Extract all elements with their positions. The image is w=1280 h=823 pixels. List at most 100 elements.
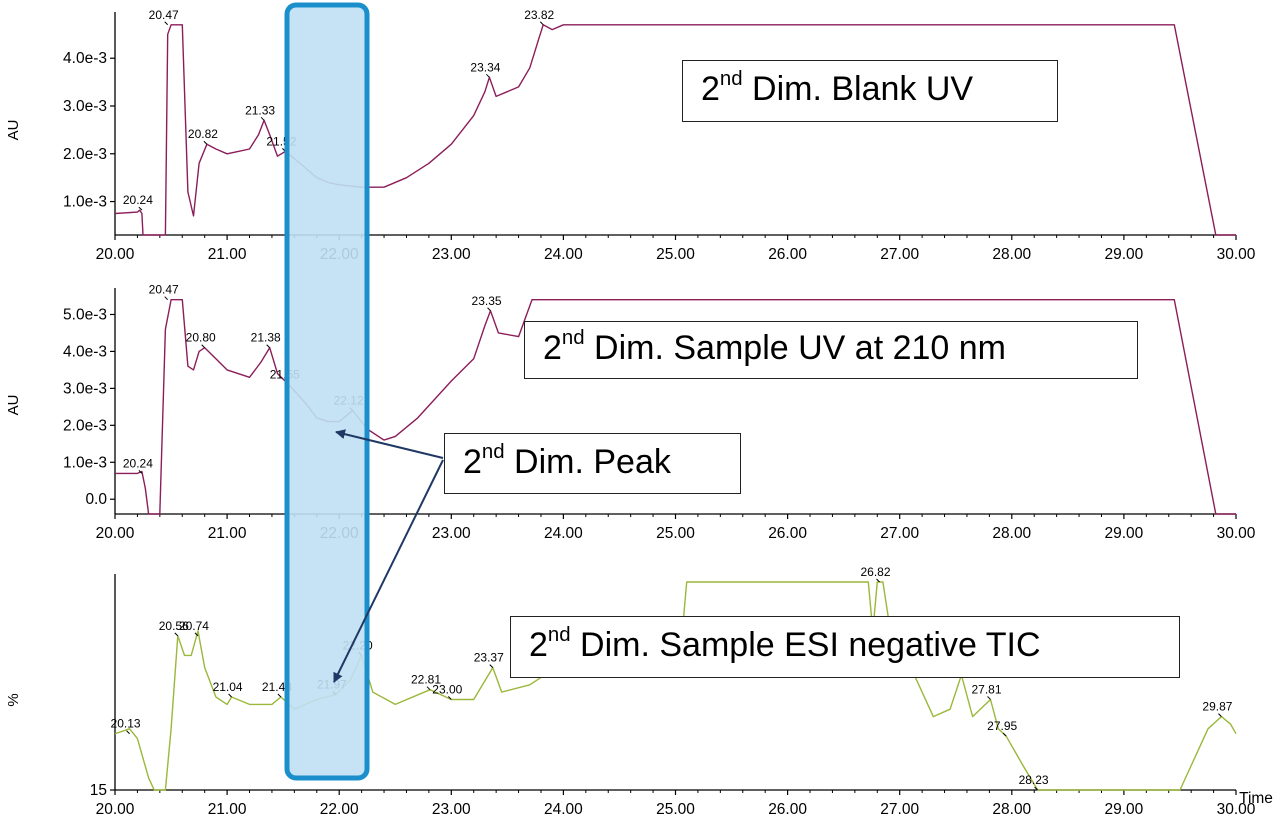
peak-label-leader xyxy=(539,21,544,26)
peak-label: 20.24 xyxy=(123,456,153,470)
y-tick-label: 2.0e-3 xyxy=(63,146,107,163)
peak-label-leader xyxy=(1218,713,1222,717)
peak-label-leader xyxy=(194,632,199,637)
x-tick-label: 23.00 xyxy=(432,525,471,542)
highlight-band xyxy=(284,2,370,781)
y-tick-label: 4.0e-3 xyxy=(63,343,107,360)
y-axis-label: % xyxy=(5,693,22,706)
x-tick-label: 20.00 xyxy=(96,525,135,542)
y-axis-label: AU xyxy=(5,120,22,141)
peak-label-leader xyxy=(487,307,491,312)
x-tick-label: 27.00 xyxy=(880,246,919,263)
x-tick-label: 24.00 xyxy=(544,525,583,542)
y-tick-label: 3.0e-3 xyxy=(63,380,107,397)
peak-label: 26.82 xyxy=(861,565,891,579)
peak-label: 21.04 xyxy=(213,680,243,694)
peak-label-leader xyxy=(260,116,265,121)
x-tick-label: 20.00 xyxy=(96,801,135,818)
peak-label-leader xyxy=(201,344,206,349)
peak-label: 29.87 xyxy=(1202,700,1232,714)
peak-label: 20.13 xyxy=(111,717,141,731)
blank-uv-title-box: 2nd Dim. Blank UV xyxy=(682,60,1058,122)
peak-label-leader xyxy=(486,73,490,78)
x-tick-label: 27.00 xyxy=(880,801,919,818)
x-tick-label: 25.00 xyxy=(656,801,695,818)
peak-label: 23.82 xyxy=(524,8,554,22)
peak-label-leader xyxy=(203,140,208,145)
trace-line xyxy=(114,581,1237,791)
peak-label-leader xyxy=(266,344,271,349)
peak-label: 23.34 xyxy=(470,60,500,74)
x-tick-label: 30.00 xyxy=(1217,246,1256,263)
peak-label: 27.95 xyxy=(987,719,1017,733)
x-tick-label: 28.00 xyxy=(992,246,1031,263)
peak-label: 23.00 xyxy=(432,682,462,696)
peak-label: 20.47 xyxy=(149,283,179,297)
y-axis-label: AU xyxy=(5,395,22,416)
peak-label-leader xyxy=(1034,786,1038,791)
peak-label: 22.81 xyxy=(411,673,441,687)
peak-label-leader xyxy=(277,693,282,698)
x-tick-label: 21.00 xyxy=(208,801,247,818)
peak-label: 21.38 xyxy=(251,331,281,345)
x-tick-label: 22.00 xyxy=(320,801,359,818)
peak-label-leader xyxy=(164,296,169,301)
arrow-to-tic-peak xyxy=(333,459,444,683)
x-tick-label: 29.00 xyxy=(1105,246,1144,263)
peak-label-leader xyxy=(174,632,179,637)
x-tick-label: 25.00 xyxy=(656,246,695,263)
x-tick-label: 21.00 xyxy=(208,525,247,542)
x-tick-label: 27.00 xyxy=(880,525,919,542)
peak-label-leader xyxy=(489,664,494,669)
peak-label: 23.35 xyxy=(472,294,502,308)
arrow-to-uv-peak xyxy=(335,429,444,459)
x-axis-label: Time xyxy=(1239,790,1273,807)
x-tick-label: 30.00 xyxy=(1217,801,1256,818)
y-tick-label: 1.0e-3 xyxy=(63,454,107,471)
tic-title-box: 2nd Dim. Sample ESI negative TIC xyxy=(510,616,1180,678)
x-tick-label: 25.00 xyxy=(656,525,695,542)
x-tick-label: 23.00 xyxy=(432,801,471,818)
peak-label: 28.23 xyxy=(1019,773,1049,787)
peak-label-leader xyxy=(228,693,232,698)
x-tick-label: 28.00 xyxy=(992,525,1031,542)
panel-3: 20.00 21.00 22.00 23.00 24.00 25.00 26.00 27.00… xyxy=(5,565,1273,818)
peak-label-box: 2nd Dim. Peak xyxy=(444,433,741,494)
peak-label-leader xyxy=(876,578,880,583)
peak-label-leader xyxy=(1002,732,1007,737)
trace-line xyxy=(114,24,1236,236)
peak-label-leader xyxy=(447,696,452,700)
y-tick-label: 1.0e-3 xyxy=(63,194,107,211)
peak-label-leader xyxy=(987,696,991,700)
arrows xyxy=(333,429,444,683)
x-tick-label: 24.00 xyxy=(544,246,583,263)
x-tick-label: 28.00 xyxy=(992,801,1031,818)
peak-label: 27.81 xyxy=(971,682,1001,696)
peak-label-leader xyxy=(138,470,143,474)
peak-label: 20.56 xyxy=(159,619,189,633)
x-tick-label: 29.00 xyxy=(1105,525,1144,542)
peak-label-leader xyxy=(164,21,169,26)
x-tick-label: 23.00 xyxy=(432,246,471,263)
x-tick-label: 24.00 xyxy=(544,801,583,818)
peak-label-leader xyxy=(126,730,130,735)
peak-label: 20.24 xyxy=(123,193,153,207)
peak-label: 20.80 xyxy=(186,331,216,345)
peak-label-leader xyxy=(138,206,143,211)
peak-label: 20.82 xyxy=(188,127,218,141)
y-tick-label: 15 xyxy=(90,782,107,799)
x-tick-label: 29.00 xyxy=(1105,801,1144,818)
x-tick-label: 21.00 xyxy=(208,246,247,263)
peak-label: 23.37 xyxy=(474,651,504,665)
x-tick-label: 26.00 xyxy=(768,525,807,542)
y-tick-label: 0.0 xyxy=(85,491,107,508)
y-tick-label: 3.0e-3 xyxy=(63,98,107,115)
x-tick-label: 20.00 xyxy=(96,246,135,263)
x-tick-label: 30.00 xyxy=(1217,525,1256,542)
y-tick-label: 4.0e-3 xyxy=(63,50,107,67)
x-tick-label: 26.00 xyxy=(768,246,807,263)
peak-label: 20.47 xyxy=(149,8,179,22)
y-tick-label: 5.0e-3 xyxy=(63,306,107,323)
peak-label: 20.74 xyxy=(179,619,209,633)
